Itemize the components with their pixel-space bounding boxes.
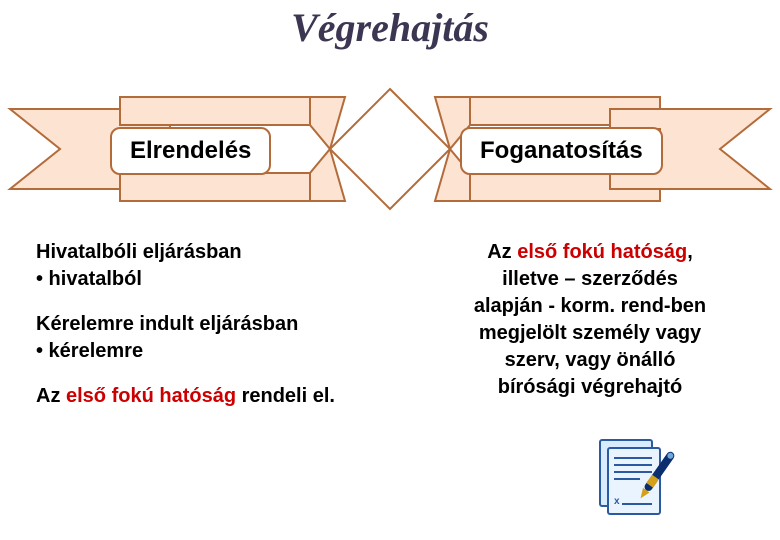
- left-p2-line1: Kérelemre indult eljárásban: [36, 313, 298, 335]
- ribbon-banner: Elrendelés Foganatosítás: [0, 79, 780, 219]
- ribbon-label-left: Elrendelés: [110, 127, 271, 175]
- right-l1-pre: Az: [487, 241, 517, 263]
- left-para-3: Az első fokú hatóság rendeli el.: [36, 383, 400, 410]
- left-p1-line1: Hivatalbóli eljárásban: [36, 241, 242, 263]
- svg-text:x: x: [614, 496, 620, 507]
- left-p1-bullet: • hivatalból: [36, 268, 142, 290]
- left-p3-red: első fokú hatóság: [66, 385, 236, 407]
- right-l4: megjelölt személy vagy: [479, 322, 701, 344]
- left-p3-pre: Az: [36, 385, 66, 407]
- right-column: Az első fokú hatóság, illetve – szerződé…: [430, 239, 750, 428]
- right-l1-red: első fokú hatóság: [517, 241, 687, 263]
- right-l3: alapján - korm. rend-ben: [474, 295, 706, 317]
- right-l1-post: ,: [687, 241, 693, 263]
- right-l2: illetve – szerződés: [502, 268, 678, 290]
- right-l6: bírósági végrehajtó: [498, 376, 683, 398]
- body-columns: Hivatalbóli eljárásban • hivatalból Kére…: [0, 219, 780, 428]
- page-title: Végrehajtás: [0, 0, 780, 51]
- right-l5: szerv, vagy önálló: [505, 349, 676, 371]
- left-p3-post: rendeli el.: [236, 385, 335, 407]
- left-para-2: Kérelemre indult eljárásban • kérelemre: [36, 311, 400, 365]
- left-para-1: Hivatalbóli eljárásban • hivatalból: [36, 239, 400, 293]
- left-p2-bullet: • kérelemre: [36, 340, 143, 362]
- left-column: Hivatalbóli eljárásban • hivatalból Kére…: [36, 239, 400, 428]
- ribbon-label-right: Foganatosítás: [460, 127, 663, 175]
- document-sign-icon: x: [590, 432, 680, 522]
- right-para: Az első fokú hatóság, illetve – szerződé…: [430, 239, 750, 401]
